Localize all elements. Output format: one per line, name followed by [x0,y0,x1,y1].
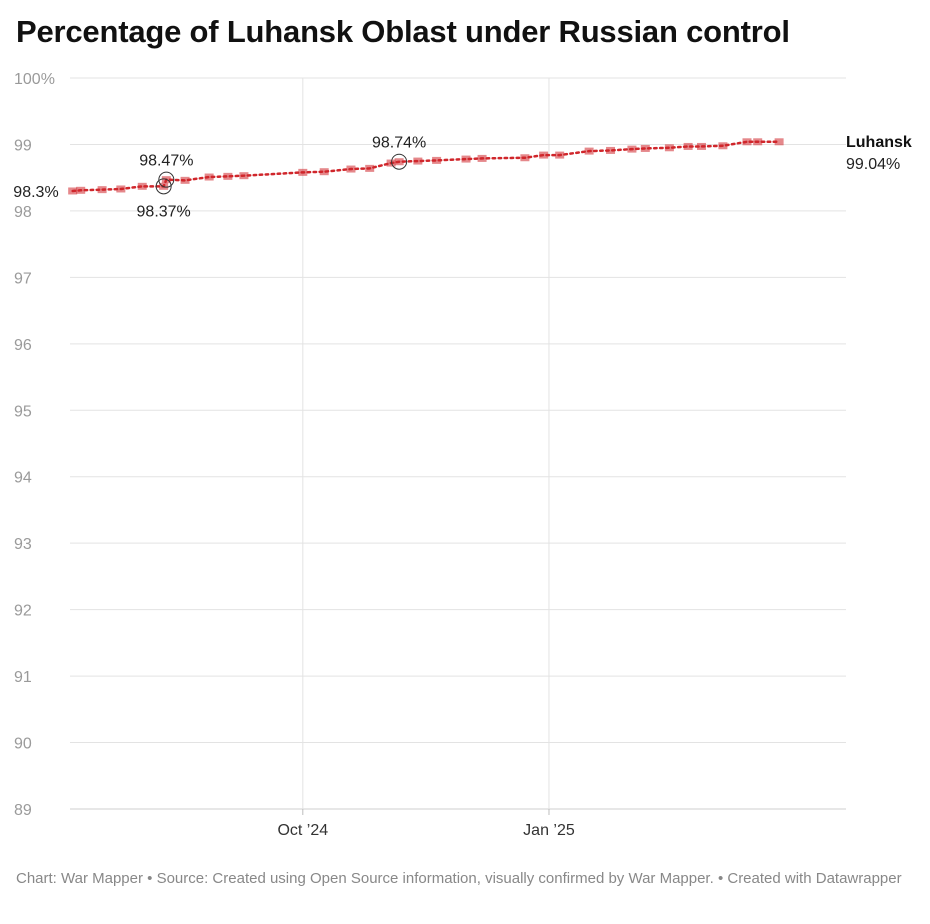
data-point [239,172,249,180]
data-point [97,186,107,194]
y-tick-label: 100% [14,71,55,88]
data-point [386,159,396,167]
data-point [606,146,616,154]
data-point [774,138,784,146]
annotation-label: 98.37% [137,203,191,220]
series-label: Luhansk [846,134,912,151]
y-tick-label: 95 [14,403,32,420]
data-point [742,138,752,146]
line-chart: 100% 99 98 97 96 95 94 93 92 91 90 89 Oct ’24 Jan ’2… [13,71,912,839]
data-point [68,187,78,195]
data-point [584,147,594,155]
y-tick-label: 97 [14,270,32,287]
y-tick-label: 96 [14,337,32,354]
annotation-label: 98.47% [139,153,193,170]
chart-title: Percentage of Luhansk Oblast under Russi… [16,14,790,49]
x-tick-label: Oct ’24 [277,822,328,839]
y-tick-label: 89 [14,802,32,819]
data-point [753,138,763,146]
data-point [137,182,147,190]
data-point [555,151,565,159]
data-point [477,154,487,162]
y-tick-label: 99 [14,137,32,154]
y-tick-label: 98 [14,204,32,221]
data-point [683,142,693,150]
annotation-circle [155,178,172,195]
x-tick-label: Jan ’25 [523,822,575,839]
data-point [116,185,126,193]
y-tick-label: 92 [14,603,32,620]
data-point [520,154,530,162]
data-point [298,168,308,176]
y-tick-label: 93 [14,536,32,553]
y-tick-label: 94 [14,470,32,487]
data-point [204,173,214,181]
data-point [718,142,728,150]
annotation-circle [158,171,175,188]
data-point [394,158,404,166]
data-point [346,165,356,173]
annotation-label: 98.74% [372,135,426,152]
grid-layer [70,77,846,815]
y-tick-label: 90 [14,736,32,753]
annotation-layer: Luhansk 99.04% 98.3% 98.47% 98.37% 98.74% [13,134,912,221]
data-point [627,145,637,153]
data-point [319,168,329,176]
data-point [432,156,442,164]
data-point [697,142,707,150]
data-point [664,144,674,152]
data-point [461,155,471,163]
annotation-label: 98.3% [13,184,58,201]
y-tick-label: 91 [14,669,32,686]
data-point [365,164,375,172]
chart-footer: Chart: War Mapper • Source: Created usin… [16,870,902,887]
data-point [76,186,86,194]
series-layer [68,138,784,195]
data-point [413,157,423,165]
data-point [223,172,233,180]
data-point [180,176,190,184]
annotation-circle [391,153,408,170]
x-axis: Oct ’24 Jan ’25 [277,822,574,839]
data-point [539,151,549,159]
series-end-value: 99.04% [846,156,900,173]
data-point [640,144,650,152]
y-axis: 100% 99 98 97 96 95 94 93 92 91 90 89 [14,71,55,819]
